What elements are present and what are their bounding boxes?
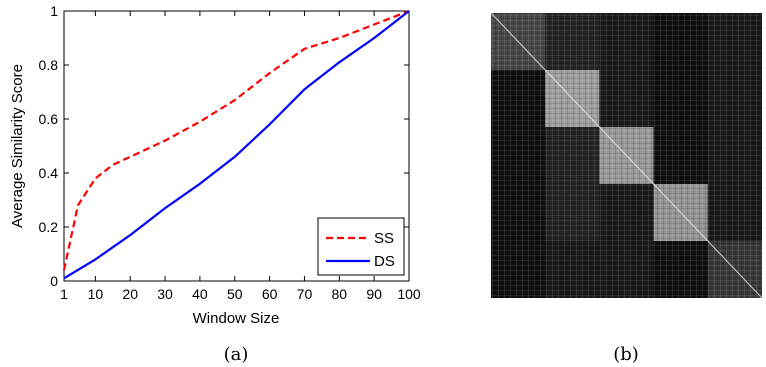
line-chart: 0 0.2 0.4 0.6 0.8 1 1 10 20 30 40 50 60 70 80 90 100 Wi… xyxy=(9,3,421,327)
x-tick-label: 60 xyxy=(262,286,278,302)
x-axis-label: Window Size xyxy=(193,310,280,327)
y-tick-label: 0 xyxy=(50,273,58,289)
y-axis-label: Average Similarity Score xyxy=(9,64,26,228)
heatmap-diagonal xyxy=(490,12,763,299)
x-tick-label: 80 xyxy=(332,286,348,302)
caption-a: (a) xyxy=(224,344,249,365)
legend: SS DS xyxy=(317,217,405,276)
y-tick-label: 0.8 xyxy=(39,57,59,73)
legend-label-ds: DS xyxy=(374,253,395,270)
x-tick-label: 40 xyxy=(192,286,208,302)
series-group xyxy=(62,9,410,280)
y-tick-label: 0.2 xyxy=(39,219,59,235)
x-tick-label: 90 xyxy=(366,286,382,302)
caption-b: (b) xyxy=(613,344,639,365)
series-line-ds xyxy=(63,10,410,280)
y-tick-label: 0.6 xyxy=(39,111,59,127)
x-tick-label: 20 xyxy=(122,286,138,302)
x-tick-label: 1 xyxy=(60,286,68,302)
x-axis-ticks: 1 10 20 30 40 50 60 70 80 90 100 xyxy=(60,11,421,302)
x-tick-label: 10 xyxy=(88,286,104,302)
y-tick-label: 0.4 xyxy=(39,165,59,181)
legend-box xyxy=(317,217,405,276)
y-tick-label: 1 xyxy=(50,3,58,19)
x-tick-label: 100 xyxy=(397,286,421,302)
similarity-heatmap xyxy=(490,12,763,299)
x-tick-label: 70 xyxy=(297,286,313,302)
x-tick-label: 30 xyxy=(157,286,173,302)
x-tick-label: 50 xyxy=(227,286,243,302)
legend-label-ss: SS xyxy=(374,230,394,247)
